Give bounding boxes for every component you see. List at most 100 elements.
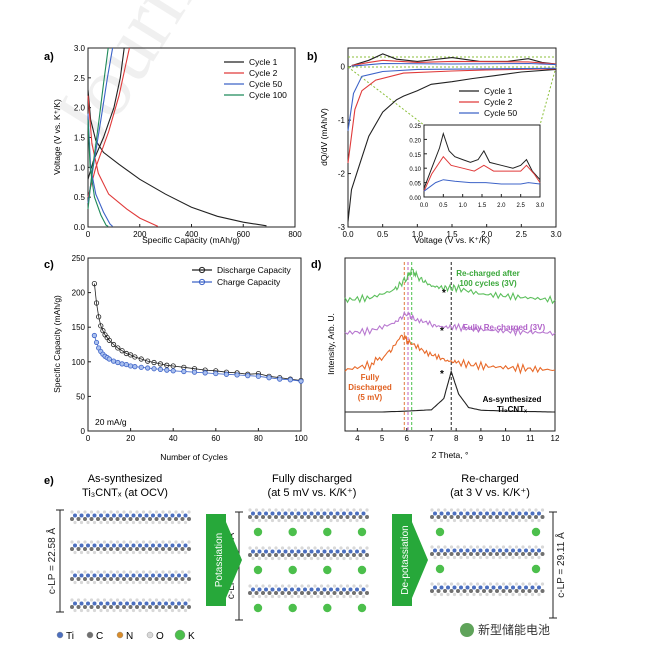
atom bbox=[316, 549, 320, 554]
x-axis-label-a: Specific Capacity (mAh/g) bbox=[142, 235, 240, 245]
atom bbox=[446, 518, 450, 523]
atom bbox=[508, 589, 512, 593]
inset-x-tick-tick-label: 2.5 bbox=[516, 203, 525, 209]
atom bbox=[76, 540, 81, 544]
atom bbox=[290, 511, 294, 516]
atom bbox=[504, 585, 509, 590]
potassium-ion bbox=[531, 564, 541, 574]
atom bbox=[161, 598, 165, 602]
atom bbox=[261, 546, 265, 550]
atom bbox=[187, 510, 191, 514]
atom bbox=[478, 592, 483, 597]
atom bbox=[485, 518, 489, 523]
atom bbox=[345, 591, 350, 595]
col3-title-line1: Re-charged bbox=[461, 473, 518, 485]
point-charge-capacity bbox=[151, 366, 157, 372]
atom bbox=[430, 582, 434, 586]
atom bbox=[524, 548, 528, 553]
atom bbox=[322, 594, 327, 599]
atom bbox=[109, 577, 113, 581]
atom bbox=[180, 570, 185, 574]
atom bbox=[86, 608, 90, 613]
atom bbox=[508, 582, 512, 586]
atom bbox=[335, 511, 340, 516]
atom bbox=[122, 547, 126, 551]
patterns-d bbox=[344, 267, 556, 413]
atom bbox=[99, 608, 103, 613]
atom bbox=[459, 585, 463, 590]
atom bbox=[342, 594, 346, 599]
atom bbox=[361, 587, 366, 592]
atom bbox=[508, 508, 512, 512]
atom bbox=[316, 587, 320, 592]
atom bbox=[277, 549, 281, 554]
atom bbox=[157, 520, 162, 525]
atom bbox=[329, 594, 333, 599]
atom bbox=[345, 584, 350, 588]
atom bbox=[177, 601, 181, 606]
atom bbox=[303, 594, 307, 599]
potassium-ion bbox=[288, 527, 297, 537]
atom bbox=[170, 520, 175, 525]
y-ticks-b: -3 -2 -1 0 bbox=[338, 63, 351, 232]
atom bbox=[141, 605, 146, 609]
atom bbox=[478, 548, 483, 553]
atom bbox=[141, 517, 146, 521]
atom bbox=[138, 608, 142, 613]
atom bbox=[148, 547, 152, 551]
x-tick-a-tick-label: 400 bbox=[185, 230, 199, 239]
atom bbox=[164, 580, 168, 585]
atom bbox=[439, 585, 444, 590]
atom bbox=[540, 589, 545, 593]
x-tick-d-tick-label: 12 bbox=[551, 434, 560, 443]
atom bbox=[511, 585, 515, 590]
x-tick-a-tick-label: 600 bbox=[237, 230, 251, 239]
atom bbox=[177, 573, 181, 578]
atom bbox=[478, 518, 483, 523]
atom bbox=[105, 520, 110, 525]
inset-y-tick-tick-label: 0.20 bbox=[409, 138, 421, 144]
atom bbox=[167, 598, 172, 602]
y-tick-a-tick-label: 1.0 bbox=[74, 163, 86, 172]
atom bbox=[303, 549, 307, 554]
atom bbox=[157, 550, 162, 555]
atom bbox=[361, 594, 366, 599]
atom bbox=[296, 556, 301, 561]
atom bbox=[170, 513, 175, 518]
atom bbox=[83, 540, 87, 544]
atom bbox=[306, 591, 311, 595]
atom bbox=[534, 508, 538, 512]
atom bbox=[112, 513, 116, 518]
x-tick-b-tick-label: 0.0 bbox=[342, 230, 354, 239]
atom bbox=[170, 543, 175, 548]
atom bbox=[501, 508, 506, 512]
atom bbox=[339, 546, 343, 550]
atom bbox=[92, 513, 97, 518]
atom bbox=[329, 518, 333, 523]
atom bbox=[92, 520, 97, 525]
atom bbox=[501, 589, 506, 593]
atom bbox=[511, 511, 515, 516]
atom bbox=[254, 584, 259, 588]
atom bbox=[326, 553, 330, 557]
atom bbox=[264, 518, 268, 523]
atom bbox=[264, 594, 268, 599]
atom bbox=[267, 546, 272, 550]
atom bbox=[342, 556, 346, 561]
atom bbox=[180, 598, 185, 602]
atom bbox=[144, 601, 149, 606]
atom bbox=[313, 508, 317, 512]
label-fully-discharged-line2: Discharged bbox=[348, 383, 392, 392]
atom bbox=[118, 550, 123, 555]
inset-b: 0.0 0.5 1.0 1.5 2.0 2.5 3.0 0.00 0.05 0.10 0.15 0.2… bbox=[409, 124, 545, 209]
atom bbox=[161, 547, 165, 551]
inset-frame bbox=[423, 124, 541, 198]
atom bbox=[270, 556, 275, 561]
atom bbox=[283, 594, 288, 599]
atom bbox=[495, 582, 499, 586]
point-charge-capacity bbox=[115, 359, 121, 366]
atom bbox=[270, 518, 275, 523]
point-discharge-capacity bbox=[91, 281, 97, 287]
atom bbox=[254, 553, 259, 557]
atom bbox=[452, 511, 457, 516]
